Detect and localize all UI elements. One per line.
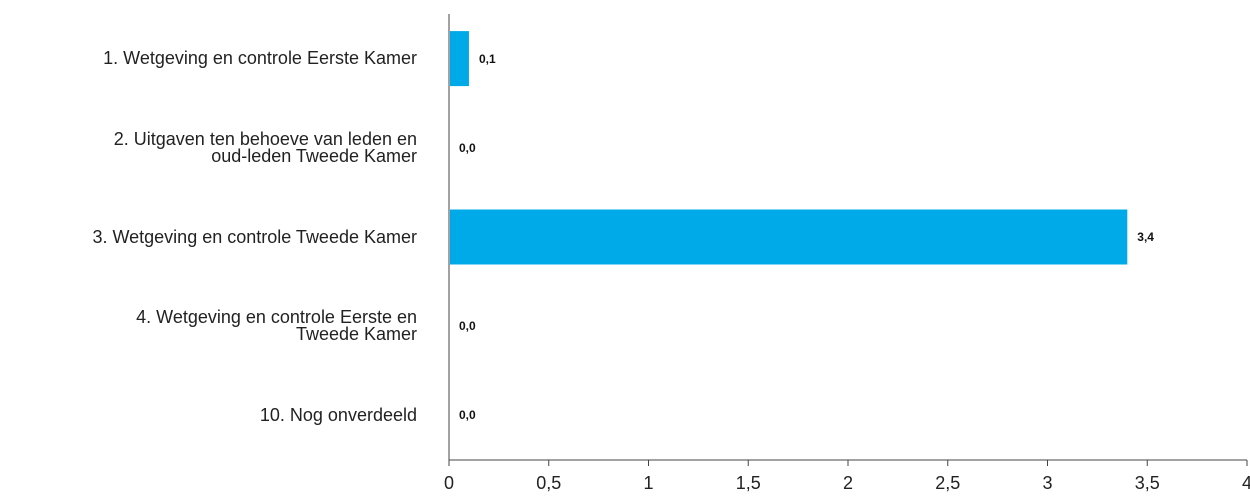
x-tick-label: 0 [443,473,455,493]
data-label: 0,0 [459,319,476,334]
x-tick-label: 3,5 [1134,473,1160,493]
data-label: 0,0 [459,140,476,155]
category-label: 1. Wetgeving en controle Eerste Kamer [103,48,417,69]
x-tick-label: 2 [842,473,854,493]
x-tick-label: 2,5 [935,473,961,493]
bar [450,31,469,87]
x-tick-label: 1,5 [735,473,761,493]
data-label: 0,0 [459,408,476,423]
category-label-line: 3. Wetgeving en controle Tweede Kamer [92,226,417,247]
category-label-line: 2. Uitgaven ten behoeve van leden en [113,128,417,149]
category-label-line: 4. Wetgeving en controle Eerste en [136,307,417,328]
data-label: 0,1 [478,51,496,66]
category-label-line: oud-leden Tweede Kamer [211,145,417,166]
category-label-line: 1. Wetgeving en controle Eerste Kamer [103,48,417,69]
x-tick-label: 3 [1042,473,1053,493]
category-label: 2. Uitgaven ten behoeve van leden en oud-… [113,128,417,166]
category-label-line: 10. Nog onverdeeld [259,404,417,425]
x-tick-label: 0,5 [536,473,562,493]
x-tick-label: 1 [643,473,654,493]
category-label: 10. Nog onverdeeld [259,404,417,425]
category-label: 4. Wetgeving en controle Eerste en Tweede… [136,307,417,345]
x-tick-label: 4 [1241,473,1250,493]
data-label: 3,4 [1137,230,1154,244]
category-label-line: Tweede Kamer [295,324,417,345]
category-label: 3. Wetgeving en controle Tweede Kamer [92,226,417,247]
bar [450,209,1128,265]
